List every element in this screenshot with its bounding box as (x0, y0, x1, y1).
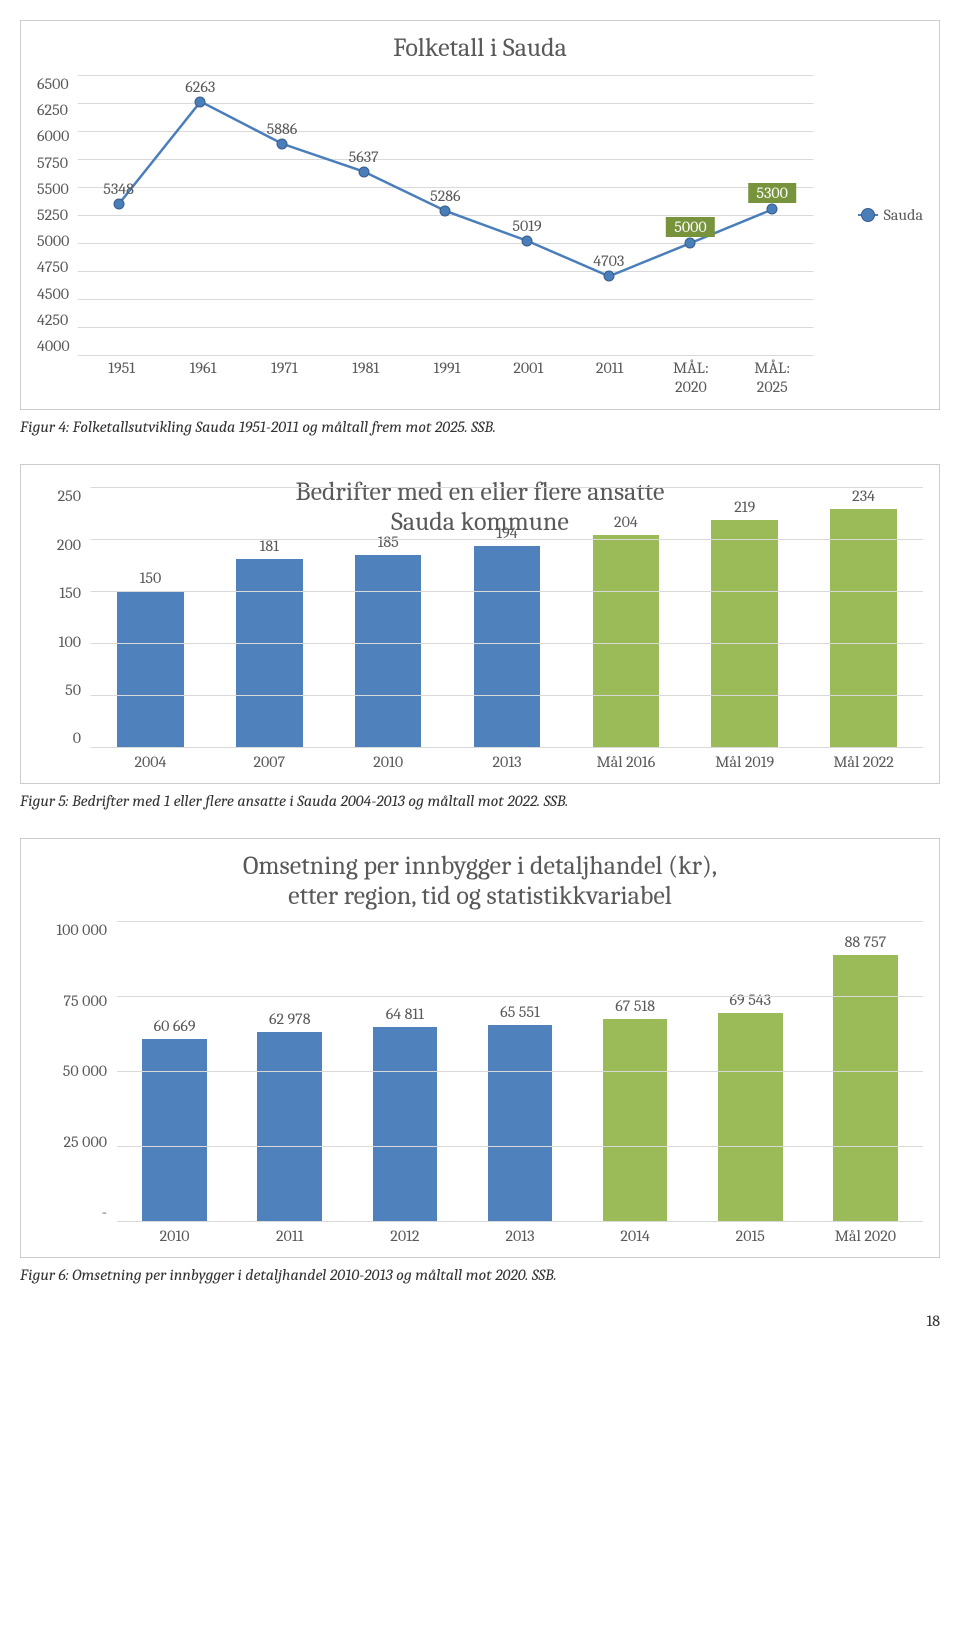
bar-col: 234 (804, 487, 923, 747)
bar-rect (488, 1025, 552, 1222)
bar-value-label: 204 (614, 513, 638, 531)
bar-value-label: 88 757 (845, 933, 887, 951)
chart3-title: Omsetning per innbygger i detaljhandel (… (37, 851, 923, 911)
chart1-title: Folketall i Sauda (37, 33, 923, 63)
bar-rect (474, 546, 541, 748)
bar-rect (833, 955, 897, 1221)
bar-value-label: 69 543 (730, 991, 772, 1009)
bar-rect (236, 559, 303, 747)
bar-rect (718, 1013, 782, 1222)
chart3-caption: Figur 6: Omsetning per innbygger i detal… (20, 1266, 940, 1284)
line-value-label: 4703 (593, 252, 624, 270)
chart1-xaxis: 1951196119711981199120012011MÅL:2020MÅL:… (81, 359, 923, 397)
chart2-plot: 150 181 185 194 204 219 234 (91, 487, 923, 748)
chart3-xaxis: 201020112012201320142015Mål 2020 (117, 1227, 923, 1245)
line-value-label: 5348 (103, 180, 134, 198)
bar-value-label: 219 (734, 498, 755, 516)
line-marker (113, 199, 124, 210)
line-value-label: 6263 (185, 78, 215, 96)
line-marker (767, 204, 778, 215)
line-value-label: 5000 (666, 217, 714, 237)
chart3-yaxis: 100 00075 00050 00025 000- (37, 921, 107, 1221)
bar-value-label: 150 (140, 569, 162, 587)
bar-col: 219 (685, 487, 804, 747)
bar-col: 150 (91, 487, 210, 747)
bar-value-label: 67 518 (615, 997, 655, 1015)
bar-value-label: 60 669 (154, 1017, 196, 1035)
chart2-caption: Figur 5: Bedrifter med 1 eller flere ans… (20, 792, 940, 810)
chart-omsetning: Omsetning per innbygger i detaljhandel (… (20, 838, 940, 1258)
chart3-plot: 60 669 62 978 64 811 65 551 67 518 69 543 88 7… (117, 921, 923, 1222)
chart2-yaxis: 250200150100500 (37, 487, 81, 747)
chart1-legend: Sauda (858, 206, 923, 224)
bar-rect (355, 555, 422, 747)
bar-value-label: 64 811 (386, 1005, 424, 1023)
bar-col: 204 (566, 487, 685, 747)
line-marker (440, 205, 451, 216)
bar-rect (142, 1039, 206, 1221)
line-marker (522, 235, 533, 246)
bar-value-label: 185 (378, 533, 399, 551)
bar-rect (603, 1019, 667, 1222)
line-value-label: 5286 (430, 187, 460, 205)
chart1-legend-label: Sauda (884, 206, 923, 224)
bar-rect (257, 1032, 321, 1221)
bar-col: 181 (210, 487, 329, 747)
bar-rect (373, 1027, 437, 1221)
chart1-caption: Figur 4: Folketallsutvikling Sauda 1951-… (20, 418, 940, 436)
chart1-yaxis: 6500625060005750550052505000475045004250… (37, 75, 70, 355)
bar-value-label: 234 (852, 487, 875, 505)
bar-rect (117, 591, 184, 747)
line-marker (603, 271, 614, 282)
chart1-plot: 5348 6263 5886 5637 5286 5019 4703 5000 5300 (78, 75, 813, 355)
bar-rect (711, 520, 778, 748)
chart-folketall: Folketall i Sauda 6500625060005750550052… (20, 20, 940, 410)
page-number: 18 (20, 1312, 940, 1330)
bar-value-label: 65 551 (500, 1003, 540, 1021)
bar-col: 194 (448, 487, 567, 747)
line-value-label: 5637 (349, 148, 379, 166)
line-marker (358, 166, 369, 177)
bar-rect (593, 535, 660, 747)
bar-value-label: 62 978 (269, 1010, 311, 1028)
line-value-label: 5019 (512, 217, 541, 235)
chart2-xaxis: 2004200720102013Mål 2016Mål 2019Mål 2022 (91, 753, 923, 771)
line-marker (685, 238, 696, 249)
line-marker (195, 96, 206, 107)
line-value-label: 5300 (748, 183, 796, 203)
line-marker (276, 138, 287, 149)
line-value-label: 5886 (267, 120, 298, 138)
bar-col: 185 (329, 487, 448, 747)
bar-rect (830, 509, 897, 747)
chart-bedrifter: Bedrifter med en eller flere ansatte Sau… (20, 464, 940, 784)
